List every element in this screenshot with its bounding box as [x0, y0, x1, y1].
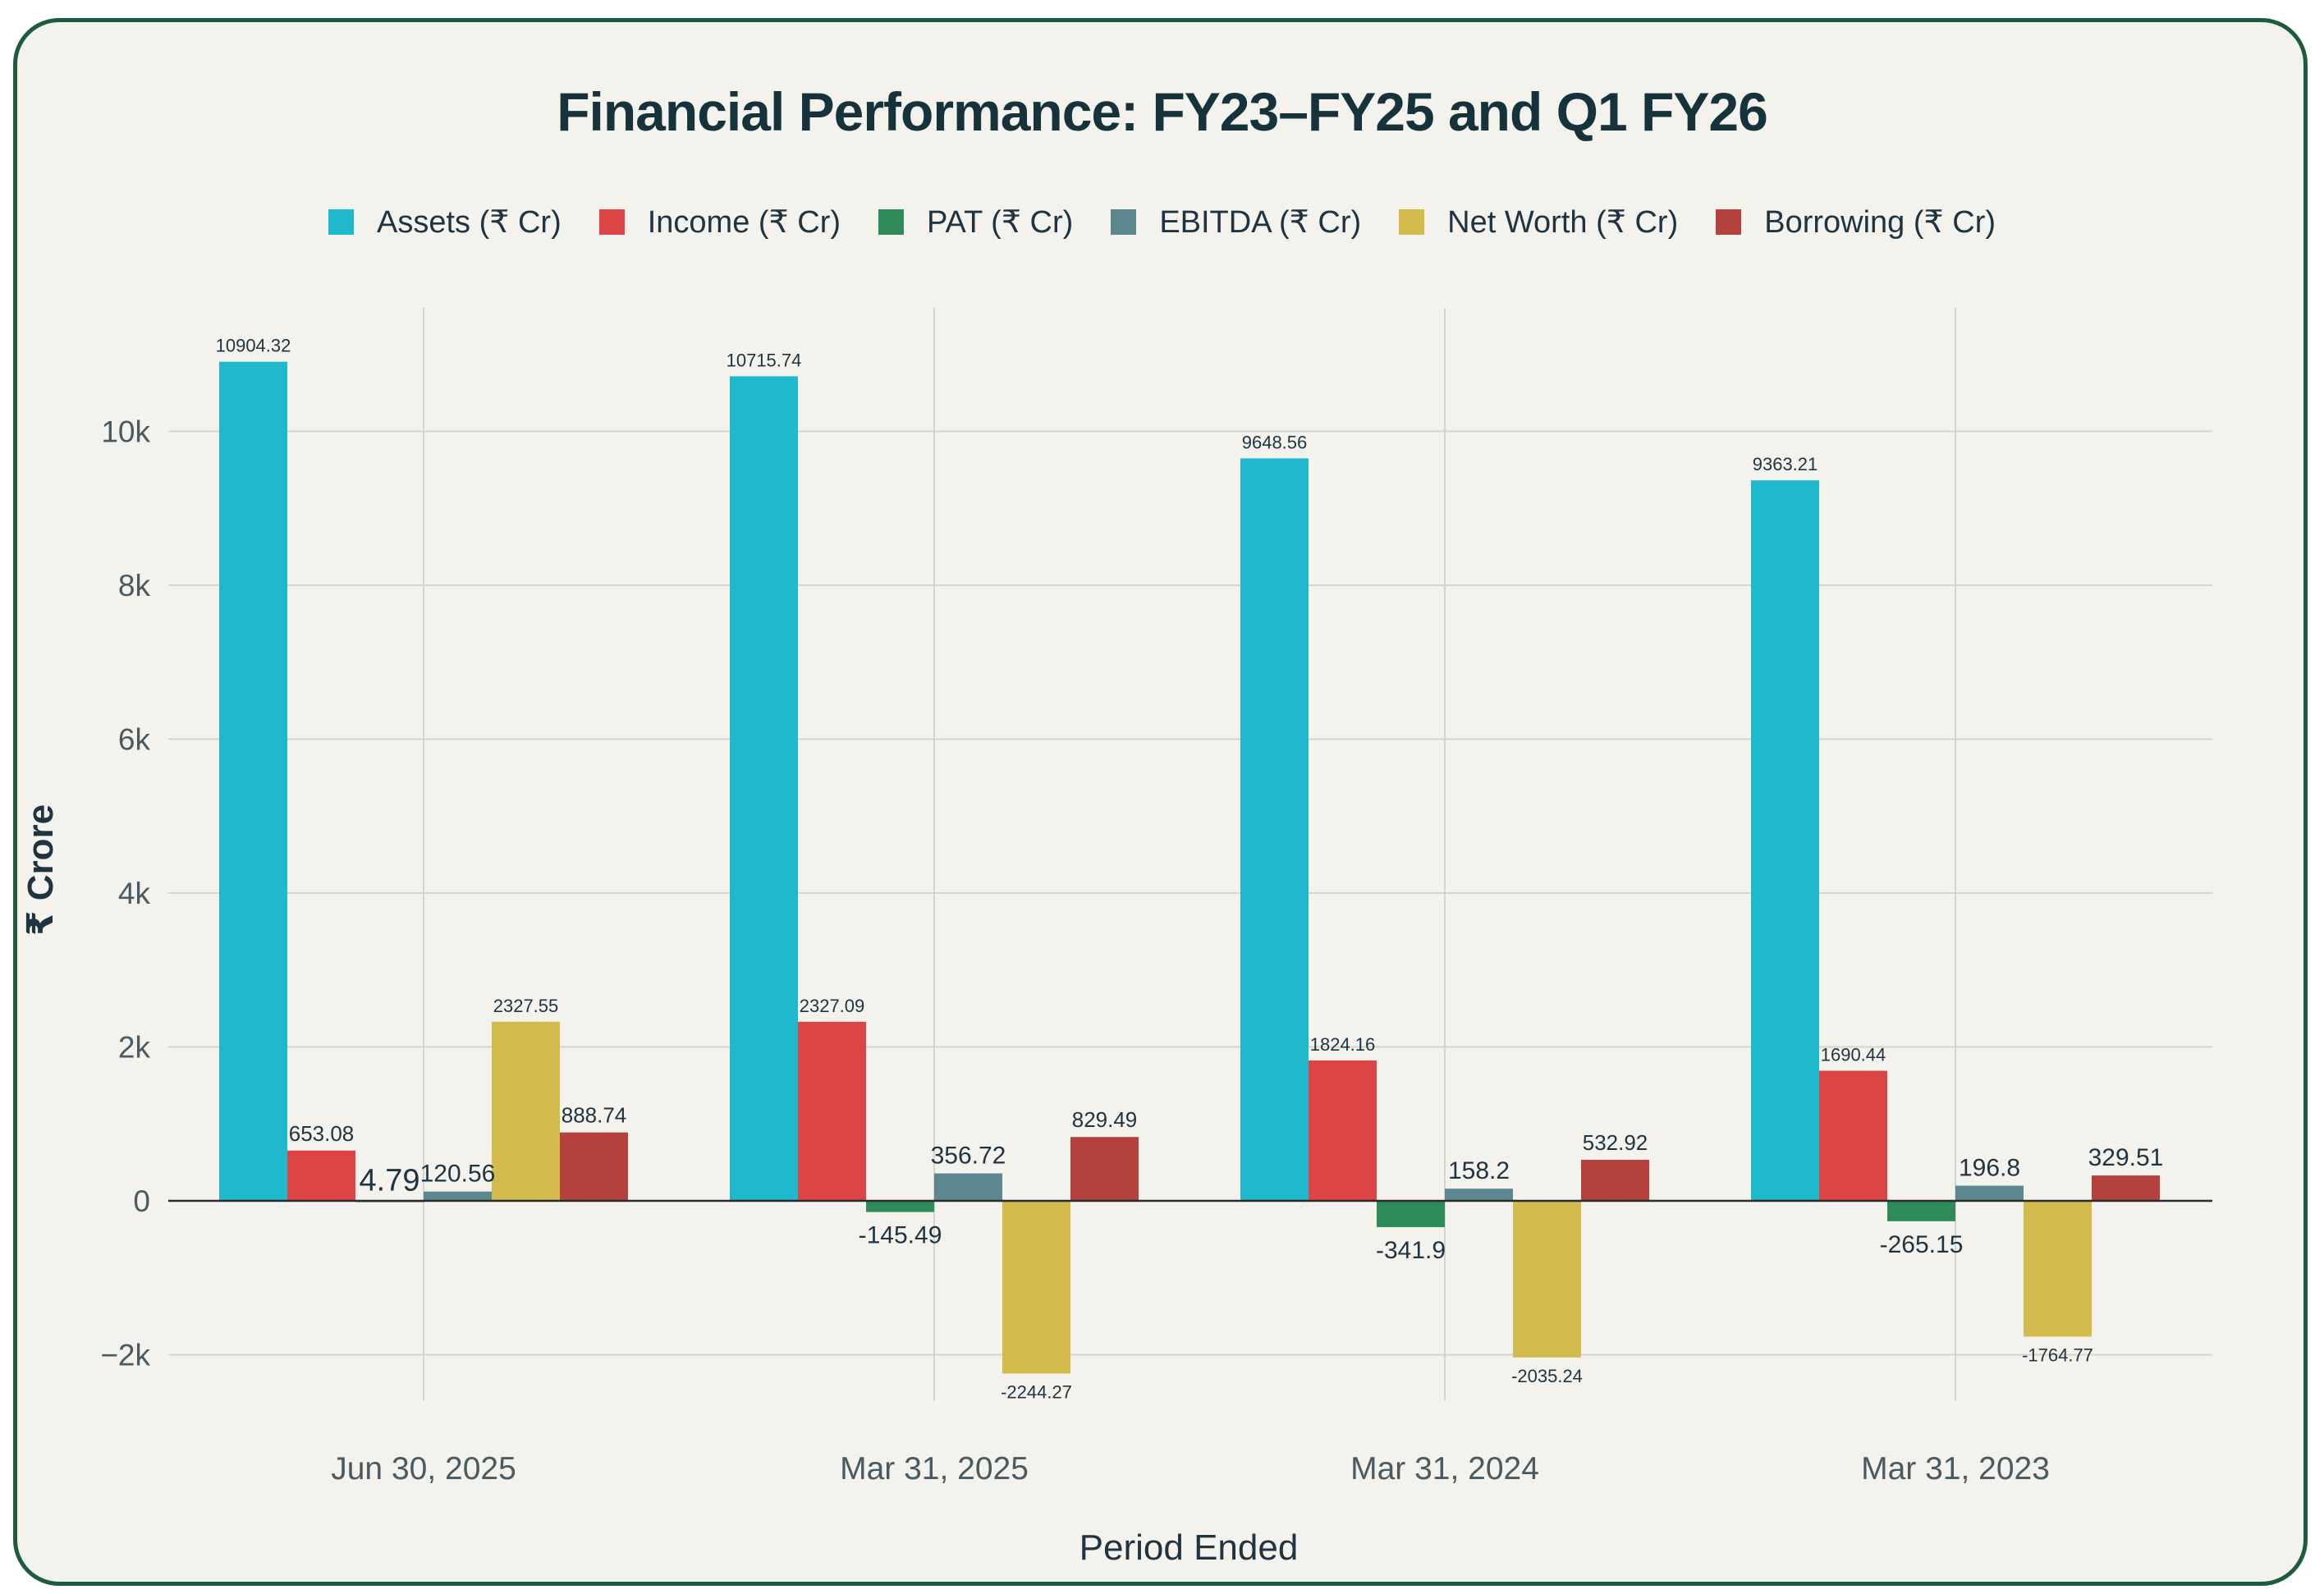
y-tick-label: 10k	[101, 415, 150, 449]
y-tick-label: 0	[133, 1184, 150, 1218]
data-label: 2327.55	[493, 996, 559, 1016]
y-tick-label: 2k	[118, 1031, 151, 1065]
bar	[1445, 1189, 1513, 1201]
bar	[730, 376, 798, 1201]
bar	[1377, 1201, 1445, 1228]
data-label: -341.9	[1376, 1237, 1446, 1264]
y-tick-label: 6k	[118, 723, 151, 757]
legend-swatch	[598, 208, 625, 235]
data-label: 1824.16	[1310, 1034, 1376, 1055]
x-tick-label: Mar 31, 2024	[1350, 1451, 1539, 1486]
bar	[1240, 458, 1309, 1201]
x-tick-label: Jun 30, 2025	[331, 1451, 516, 1486]
legend-swatch	[1111, 208, 1137, 235]
legend-label: Net Worth (₹ Cr)	[1447, 204, 1679, 240]
legend-swatch	[328, 208, 354, 235]
x-axis-title: Period Ended	[1079, 1528, 1299, 1568]
data-label: 10904.32	[216, 336, 291, 356]
data-label: -1764.77	[2022, 1344, 2093, 1365]
data-label: -265.15	[1880, 1231, 1964, 1258]
data-label: 196.8	[1959, 1155, 2020, 1182]
data-label: 4.79	[360, 1164, 420, 1198]
legend-item[interactable]: Assets (₹ Cr)	[328, 204, 562, 240]
data-label: 158.2	[1448, 1157, 1510, 1184]
data-label: 356.72	[931, 1143, 1006, 1170]
legend-swatch	[1399, 208, 1425, 235]
chart-title: Financial Performance: FY23–FY25 and Q1 …	[557, 81, 1768, 142]
legend-swatch	[878, 208, 905, 235]
data-label: 329.51	[2088, 1144, 2164, 1171]
y-tick-label: 8k	[118, 569, 151, 602]
bar	[1955, 1185, 2024, 1201]
legend-swatch	[1716, 208, 1742, 235]
legend-item[interactable]: EBITDA (₹ Cr)	[1111, 204, 1361, 240]
x-tick-label: Mar 31, 2023	[1861, 1451, 2050, 1486]
data-label: 1690.44	[1821, 1045, 1886, 1065]
y-tick-label: −2k	[100, 1339, 150, 1372]
bar	[219, 361, 287, 1202]
bar	[424, 1191, 492, 1201]
legend-label: Income (₹ Cr)	[647, 204, 841, 240]
data-label: 10715.74	[727, 350, 802, 370]
bar	[492, 1021, 560, 1201]
bar	[287, 1150, 355, 1201]
bar	[1887, 1201, 1955, 1221]
bar	[2024, 1201, 2092, 1337]
legend-item[interactable]: Borrowing (₹ Cr)	[1716, 204, 1996, 240]
data-label: 888.74	[562, 1103, 627, 1128]
data-label: -2035.24	[1511, 1366, 1583, 1386]
data-label: -2244.27	[1001, 1381, 1072, 1402]
legend-item[interactable]: PAT (₹ Cr)	[878, 204, 1073, 240]
x-tick-label: Mar 31, 2025	[840, 1451, 1029, 1486]
bar	[1819, 1070, 1887, 1201]
legend-item[interactable]: Income (₹ Cr)	[598, 204, 841, 240]
bar	[934, 1173, 1002, 1201]
bar	[560, 1132, 628, 1201]
legend: Assets (₹ Cr) Income (₹ Cr) PAT (₹ Cr) EBIT…	[0, 197, 2324, 246]
legend-label: EBITDA (₹ Cr)	[1159, 204, 1362, 240]
y-axis-title: ₹ Crore	[21, 804, 61, 936]
legend-label: PAT (₹ Cr)	[927, 204, 1074, 240]
legend-label: Borrowing (₹ Cr)	[1764, 204, 1996, 240]
bar	[1070, 1137, 1139, 1201]
data-label: 9363.21	[1753, 454, 1818, 474]
data-label: -145.49	[859, 1222, 942, 1249]
chart-card	[13, 18, 2308, 1586]
bar	[2092, 1175, 2160, 1201]
data-label: 2327.09	[800, 996, 865, 1016]
data-label: 120.56	[420, 1161, 496, 1188]
data-label: 653.08	[289, 1121, 355, 1146]
data-label: 532.92	[1583, 1130, 1648, 1155]
bar	[866, 1201, 934, 1212]
y-tick-label: 4k	[118, 877, 151, 910]
bar	[798, 1021, 866, 1201]
legend-item[interactable]: Net Worth (₹ Cr)	[1399, 204, 1678, 240]
data-label: 829.49	[1072, 1107, 1138, 1132]
bar	[1513, 1201, 1581, 1358]
bar	[1751, 480, 1819, 1201]
legend-label: Assets (₹ Cr)	[376, 204, 562, 240]
bar	[1002, 1201, 1070, 1374]
bar	[1309, 1060, 1377, 1201]
bar	[1581, 1160, 1649, 1201]
data-label: 9648.56	[1242, 432, 1308, 452]
